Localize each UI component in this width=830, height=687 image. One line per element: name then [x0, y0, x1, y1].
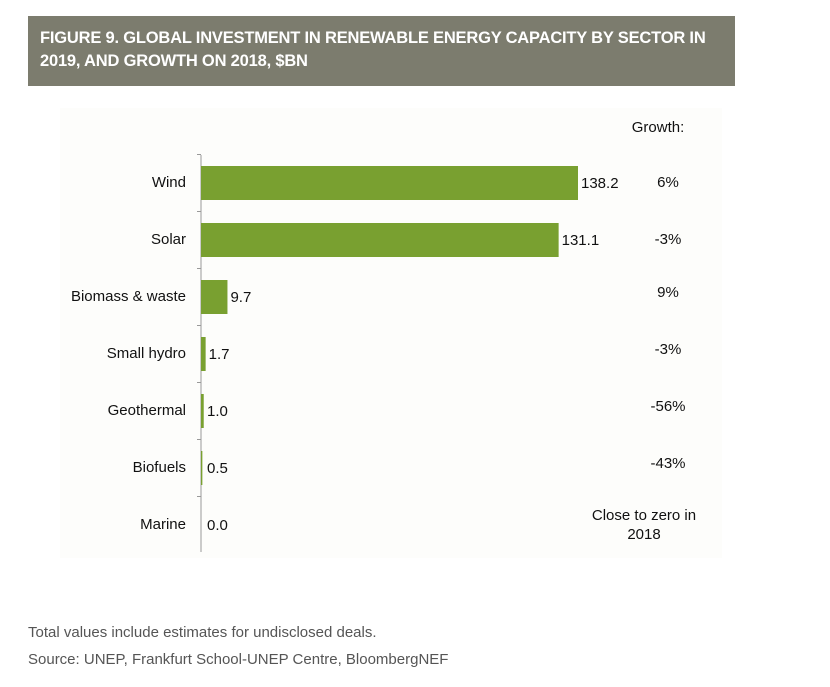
value-label: 131.1 — [562, 232, 600, 249]
chart-title: FIGURE 9. GLOBAL INVESTMENT IN RENEWABLE… — [28, 16, 735, 86]
growth-label: -3% — [654, 341, 682, 358]
y-tick-label: Marine — [140, 516, 186, 533]
growth-label: 9% — [657, 284, 679, 301]
value-label: 9.7 — [230, 289, 251, 306]
bar — [201, 394, 204, 428]
note: Total values include estimates for undis… — [28, 624, 377, 641]
growth-label: -56% — [650, 398, 686, 415]
y-tick-label: Small hydro — [107, 345, 186, 362]
bar — [201, 337, 206, 371]
note: Source: UNEP, Frankfurt School-UNEP Cent… — [28, 651, 449, 668]
value-label: 1.7 — [209, 346, 230, 363]
growth-label: 6% — [657, 174, 679, 191]
y-tick-label: Geothermal — [108, 402, 186, 419]
growth-title: Growth: — [631, 119, 685, 136]
growth-label: Close to zero in 2018 — [591, 507, 697, 543]
value-label: 1.0 — [207, 403, 228, 420]
value-label: 0.0 — [207, 517, 228, 534]
bar — [201, 280, 228, 314]
growth-label: -3% — [654, 231, 682, 248]
bar — [201, 166, 578, 200]
y-tick-label: Biomass & waste — [71, 288, 186, 305]
value-label: 0.5 — [207, 460, 228, 477]
growth-label: -43% — [650, 455, 686, 472]
y-tick-label: Wind — [152, 174, 186, 191]
value-label: 138.2 — [581, 175, 619, 192]
bar — [201, 223, 559, 257]
y-tick-label: Biofuels — [133, 459, 186, 476]
chart: Wind 138.2 Solar 131.1 Biomass & waste 9.7 Sma… — [70, 154, 619, 552]
bar — [201, 451, 203, 485]
y-tick-label: Solar — [151, 231, 186, 248]
